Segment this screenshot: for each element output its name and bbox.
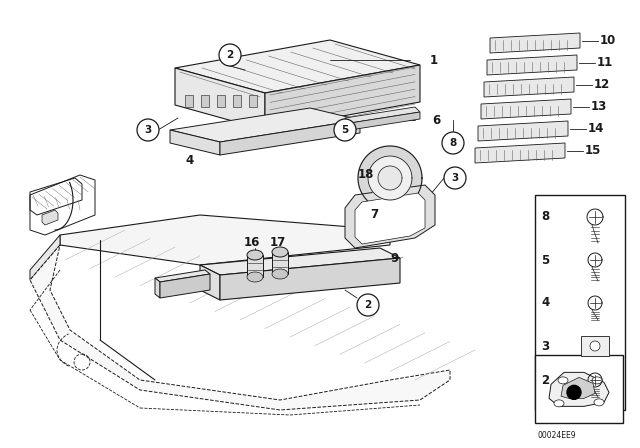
Bar — [272, 252, 288, 274]
Polygon shape — [490, 33, 580, 53]
Text: 1: 1 — [430, 53, 438, 66]
Text: 4: 4 — [541, 297, 549, 310]
Text: 10: 10 — [600, 34, 616, 47]
Text: 5: 5 — [341, 125, 349, 135]
Bar — [535, 195, 625, 410]
Text: 6: 6 — [432, 113, 440, 126]
Polygon shape — [60, 215, 390, 265]
Text: 2: 2 — [227, 50, 234, 60]
Circle shape — [357, 294, 379, 316]
Polygon shape — [350, 112, 420, 130]
Text: 11: 11 — [597, 56, 613, 69]
Text: 5: 5 — [541, 254, 549, 267]
Polygon shape — [345, 185, 435, 248]
Polygon shape — [355, 193, 425, 244]
Text: 9: 9 — [390, 251, 398, 264]
Polygon shape — [170, 130, 220, 155]
Circle shape — [334, 119, 356, 141]
Bar — [201, 95, 209, 107]
Circle shape — [567, 385, 581, 399]
Polygon shape — [160, 274, 210, 298]
Ellipse shape — [272, 247, 288, 257]
Text: 13: 13 — [591, 100, 607, 113]
Ellipse shape — [594, 399, 604, 406]
Ellipse shape — [272, 269, 288, 279]
Text: 3: 3 — [145, 125, 152, 135]
Text: 12: 12 — [594, 78, 611, 91]
Text: 15: 15 — [585, 145, 602, 158]
Polygon shape — [170, 108, 360, 142]
Polygon shape — [484, 77, 574, 97]
Text: 3: 3 — [451, 173, 459, 183]
Polygon shape — [42, 210, 58, 225]
Ellipse shape — [558, 377, 568, 384]
Polygon shape — [358, 146, 422, 210]
Text: 00024EE9: 00024EE9 — [537, 431, 575, 439]
Ellipse shape — [554, 400, 564, 407]
Bar — [581, 336, 609, 356]
Bar — [233, 95, 241, 107]
Text: 3: 3 — [541, 340, 549, 353]
Text: 7: 7 — [370, 208, 378, 221]
Bar — [535, 355, 623, 423]
Polygon shape — [345, 118, 350, 130]
Polygon shape — [368, 156, 412, 200]
Text: 16: 16 — [244, 237, 260, 250]
Polygon shape — [175, 68, 265, 130]
Bar — [217, 95, 225, 107]
Polygon shape — [200, 265, 220, 300]
Polygon shape — [478, 121, 568, 141]
Ellipse shape — [247, 272, 263, 282]
Polygon shape — [378, 166, 402, 190]
Circle shape — [137, 119, 159, 141]
Bar — [247, 255, 263, 277]
Text: 14: 14 — [588, 122, 604, 135]
Polygon shape — [200, 248, 400, 275]
Polygon shape — [481, 99, 571, 119]
Circle shape — [442, 132, 464, 154]
Text: 8: 8 — [541, 211, 549, 224]
Circle shape — [444, 167, 466, 189]
Ellipse shape — [247, 250, 263, 260]
Text: 4: 4 — [185, 154, 193, 167]
Text: 17: 17 — [270, 237, 286, 250]
Polygon shape — [345, 107, 420, 123]
Bar — [185, 95, 193, 107]
Text: 2: 2 — [364, 300, 372, 310]
Bar — [249, 95, 257, 107]
Polygon shape — [265, 65, 420, 130]
Polygon shape — [175, 40, 420, 93]
Circle shape — [590, 341, 600, 351]
Polygon shape — [155, 270, 210, 282]
Polygon shape — [475, 143, 565, 163]
Circle shape — [219, 44, 241, 66]
Polygon shape — [30, 245, 450, 410]
Polygon shape — [487, 55, 577, 75]
Text: 2: 2 — [541, 374, 549, 387]
Polygon shape — [220, 120, 360, 155]
Polygon shape — [155, 278, 160, 298]
Polygon shape — [30, 235, 60, 280]
Polygon shape — [549, 372, 609, 406]
Text: 18: 18 — [358, 168, 374, 181]
Polygon shape — [220, 258, 400, 300]
Ellipse shape — [592, 377, 602, 384]
Polygon shape — [561, 377, 595, 398]
Text: 8: 8 — [449, 138, 456, 148]
